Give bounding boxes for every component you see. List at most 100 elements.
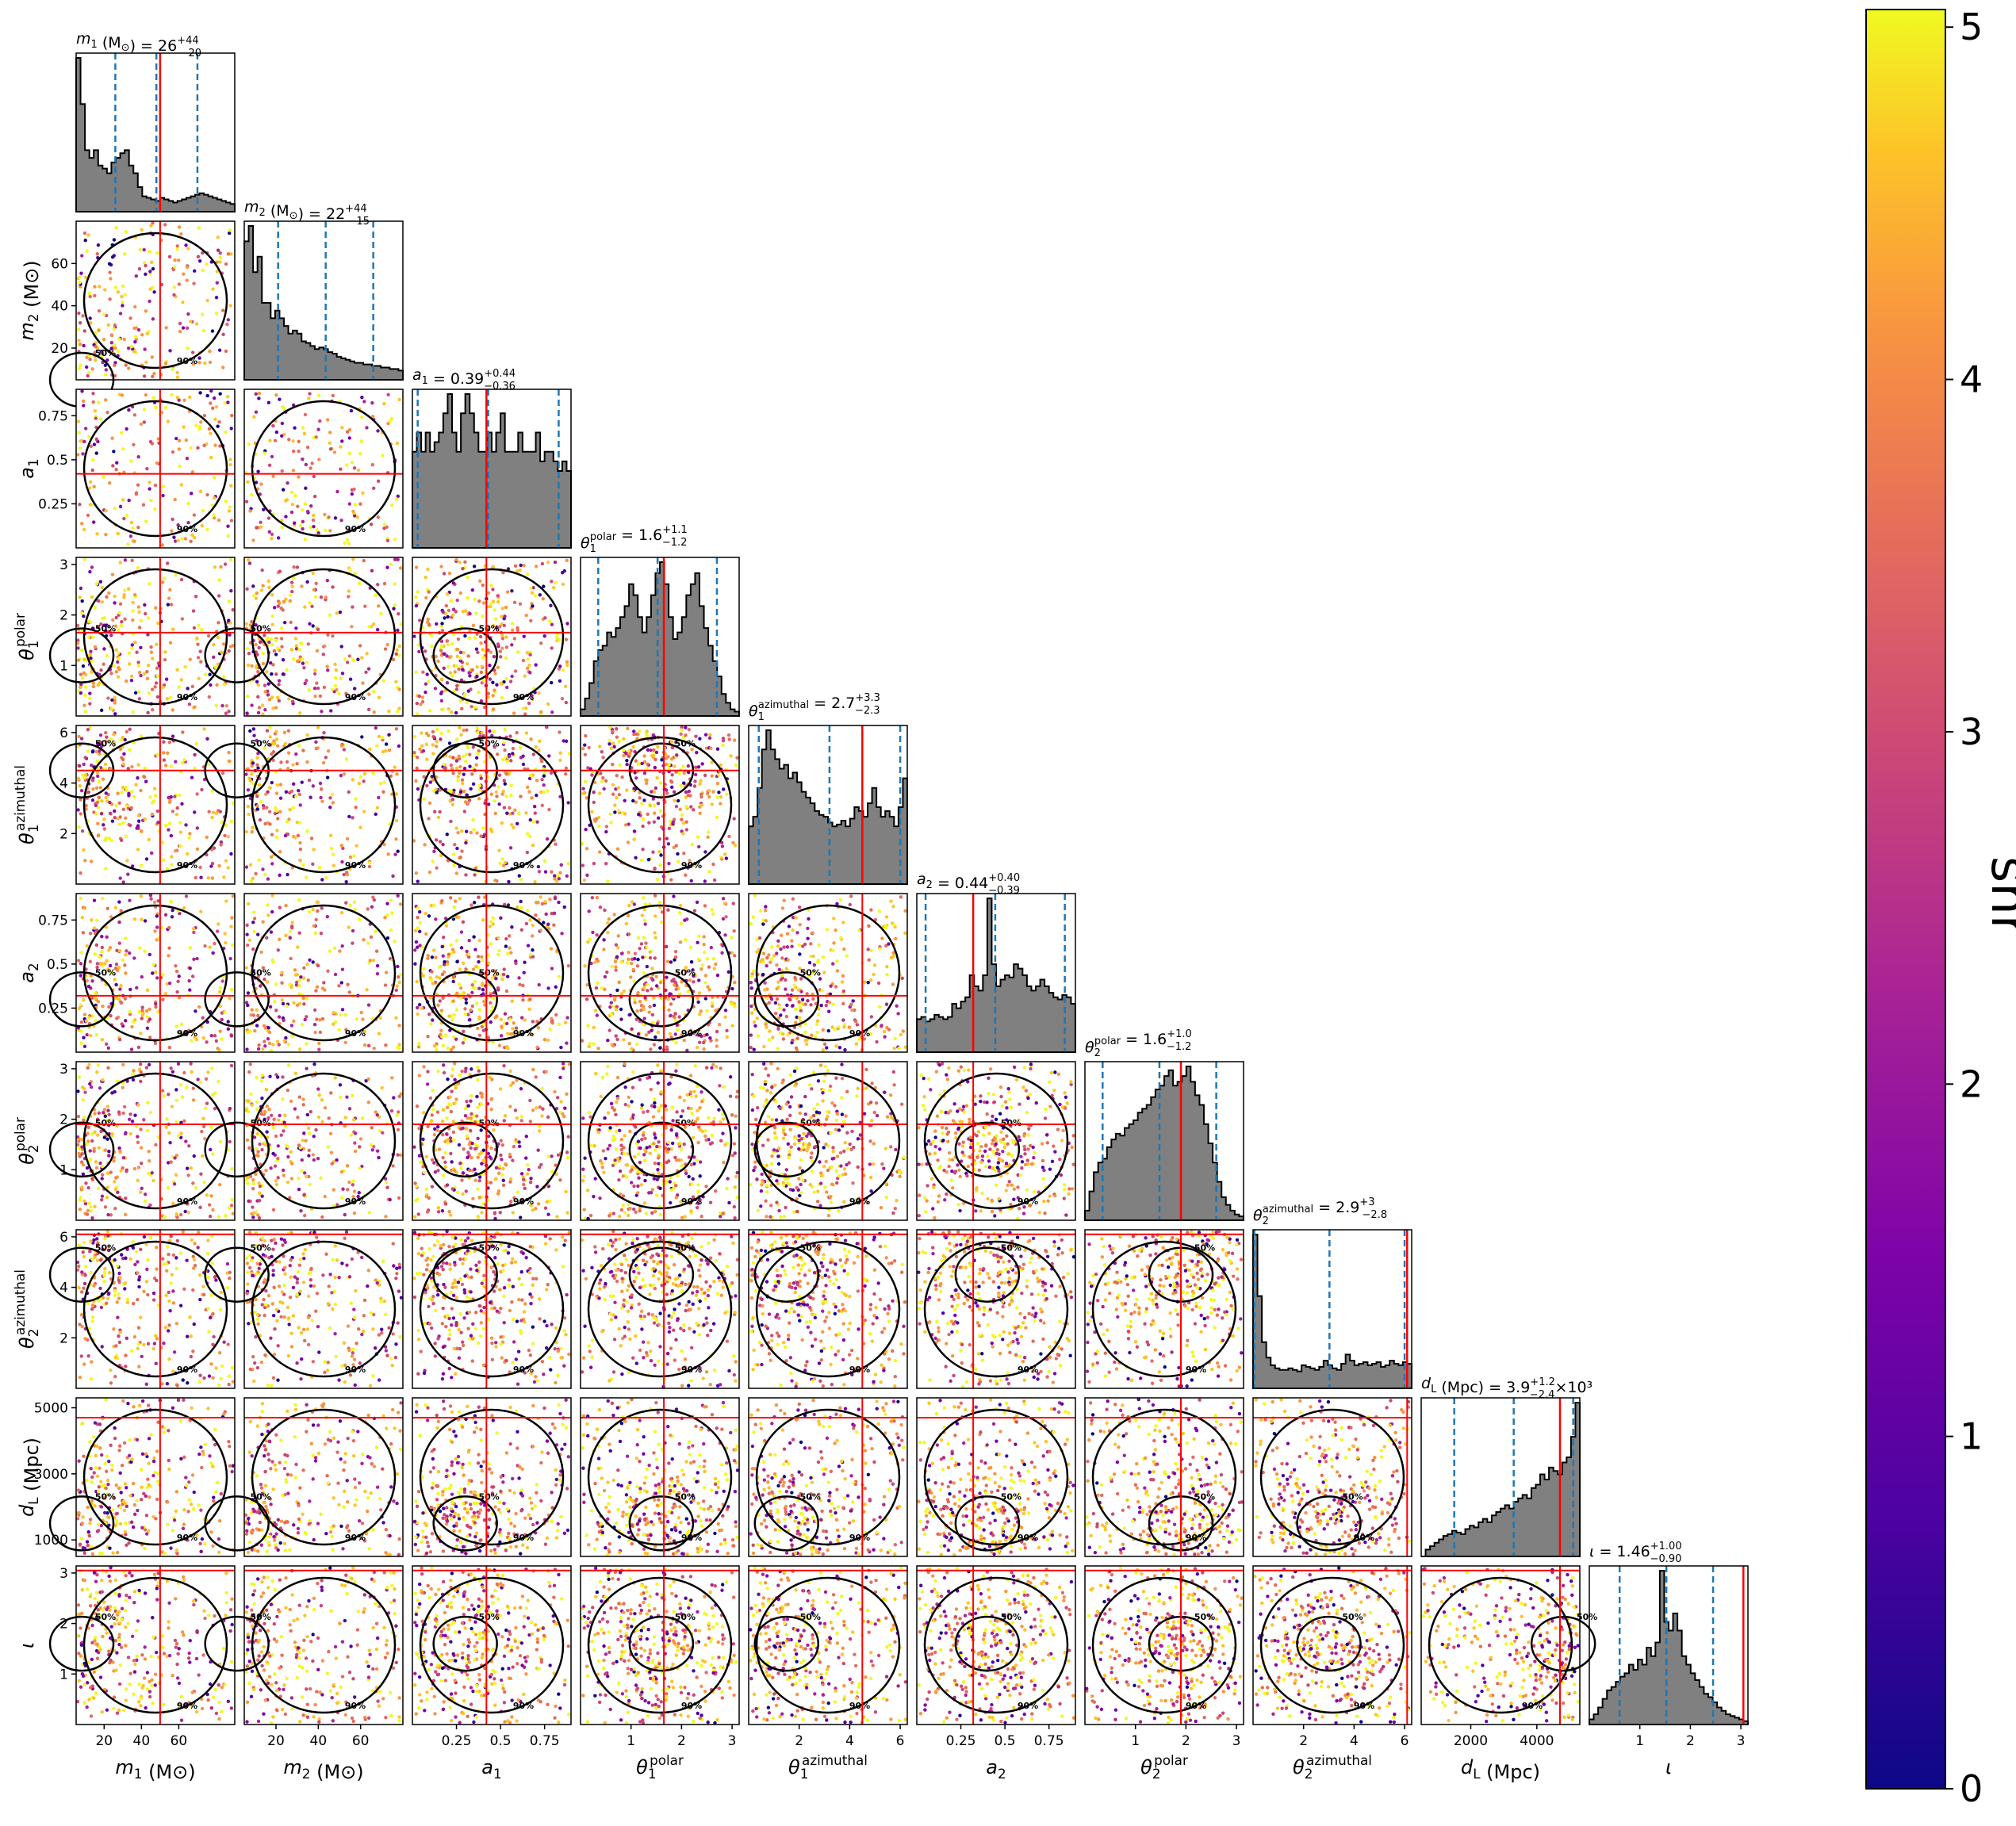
sample-point xyxy=(270,614,274,618)
sample-point xyxy=(121,498,125,502)
sample-point xyxy=(197,676,201,681)
sample-point xyxy=(611,783,615,787)
sample-point xyxy=(142,775,147,779)
sample-point xyxy=(112,327,117,331)
sample-point xyxy=(439,1032,443,1036)
sample-point xyxy=(504,635,508,639)
sample-point xyxy=(197,427,201,431)
contour-label-50: 50% xyxy=(675,739,696,749)
sample-point xyxy=(200,312,205,316)
sample-point xyxy=(95,962,100,966)
sample-point xyxy=(100,350,105,355)
sample-point xyxy=(470,772,474,776)
sample-point xyxy=(362,1043,367,1047)
sample-point xyxy=(122,516,126,521)
sample-point xyxy=(162,740,166,744)
sample-point xyxy=(163,913,168,917)
sample-point xyxy=(82,1013,87,1016)
sample-point xyxy=(448,755,452,759)
sample-point xyxy=(606,1038,610,1043)
sample-point xyxy=(634,732,638,737)
sample-point xyxy=(458,650,463,655)
sample-point xyxy=(674,844,679,848)
sample-point xyxy=(123,997,128,1001)
sample-point xyxy=(259,482,263,486)
sample-point xyxy=(372,710,376,714)
contour-label-90: 90% xyxy=(513,692,534,702)
sample-point xyxy=(764,905,768,909)
sample-point xyxy=(557,1022,561,1027)
sample-point xyxy=(77,734,81,739)
sample-point xyxy=(586,1024,590,1028)
sample-point xyxy=(229,819,233,824)
sample-point xyxy=(625,961,630,965)
sample-point xyxy=(700,963,705,967)
sample-point xyxy=(190,1039,194,1043)
sample-point xyxy=(283,741,287,746)
sample-point xyxy=(439,565,443,568)
sample-point xyxy=(442,762,447,767)
sample-point xyxy=(806,936,810,940)
sample-point xyxy=(209,1033,213,1038)
sample-point xyxy=(513,669,518,673)
sample-point xyxy=(715,1029,719,1034)
sample-point xyxy=(217,594,221,598)
sample-point xyxy=(87,354,91,358)
sample-point xyxy=(274,392,278,397)
sample-point xyxy=(510,643,514,647)
sample-point xyxy=(687,789,692,794)
sample-point xyxy=(434,745,439,748)
sample-point xyxy=(218,444,222,448)
sample-point xyxy=(82,762,86,767)
sample-point xyxy=(622,737,626,741)
sample-point xyxy=(638,947,642,951)
sample-point xyxy=(684,828,689,832)
sample-point xyxy=(77,431,81,434)
sample-point xyxy=(331,801,335,805)
sample-point xyxy=(466,595,470,600)
sample-point xyxy=(255,679,259,684)
sample-point xyxy=(148,582,151,586)
sample-point xyxy=(360,415,364,419)
sample-point xyxy=(507,754,512,759)
sample-point xyxy=(534,913,538,917)
sample-point xyxy=(284,933,288,938)
sample-point xyxy=(124,1196,128,1200)
sample-point xyxy=(137,610,141,614)
sample-point xyxy=(153,1041,158,1045)
sample-point xyxy=(458,699,463,703)
sample-point xyxy=(366,707,371,712)
sample-point xyxy=(191,1086,195,1090)
sample-point xyxy=(246,991,251,995)
sample-point xyxy=(521,762,526,767)
sample-point xyxy=(271,663,275,667)
sample-point xyxy=(670,785,674,789)
sample-point xyxy=(163,1215,167,1219)
sample-point xyxy=(649,748,653,752)
hist-panel-t1p: θ1polar = 1.6+1.1 −1.2 xyxy=(580,524,740,717)
sample-point xyxy=(449,819,453,824)
sample-point xyxy=(104,836,108,840)
sample-point xyxy=(109,1013,113,1018)
sample-point xyxy=(81,314,85,318)
sample-point xyxy=(542,1037,547,1042)
sample-point xyxy=(210,789,214,793)
sample-point xyxy=(219,565,223,569)
sample-point xyxy=(138,247,142,251)
sample-point xyxy=(443,766,447,770)
sample-point xyxy=(104,731,108,735)
sample-point xyxy=(673,950,678,954)
sample-point xyxy=(611,1004,616,1009)
sample-point xyxy=(651,850,655,854)
sample-point xyxy=(125,427,128,431)
sample-point xyxy=(432,735,436,739)
sample-point xyxy=(121,301,125,304)
sample-point xyxy=(161,484,166,488)
sample-point xyxy=(435,727,439,732)
sample-point xyxy=(85,249,89,253)
sample-point xyxy=(264,792,268,796)
sample-point xyxy=(309,836,314,840)
sample-point xyxy=(727,737,731,741)
sample-point xyxy=(197,1005,201,1009)
sample-point xyxy=(342,872,346,877)
